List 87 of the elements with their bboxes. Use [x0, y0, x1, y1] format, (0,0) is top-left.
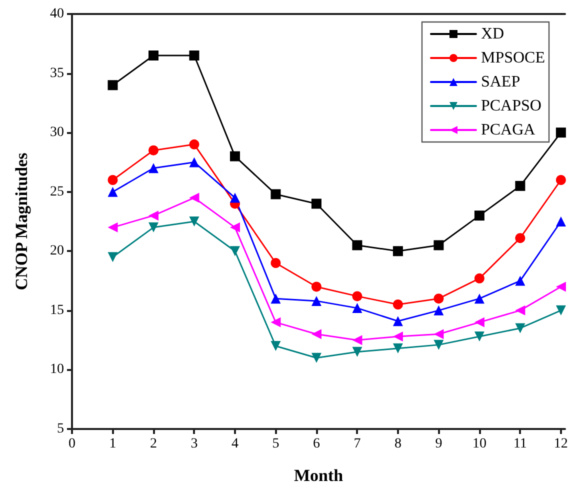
x-tick-label: 1	[109, 436, 116, 452]
point	[148, 210, 158, 221]
point	[556, 175, 566, 185]
point	[474, 294, 484, 304]
x-tick-label: 6	[312, 436, 320, 452]
point	[434, 340, 444, 350]
point	[108, 80, 118, 90]
x-tick-label: 10	[472, 436, 486, 452]
point	[556, 282, 566, 292]
legend-label: XD	[480, 26, 504, 42]
point	[108, 186, 118, 197]
point	[230, 222, 240, 232]
point	[515, 323, 526, 334]
point	[392, 316, 403, 326]
y-tick-label: 15	[50, 302, 64, 318]
x-tick-label: 9	[435, 436, 442, 452]
point	[352, 346, 362, 357]
y-tick-label: 35	[50, 66, 64, 81]
point	[189, 192, 200, 203]
point	[189, 157, 200, 168]
point	[434, 240, 444, 250]
point	[270, 341, 281, 351]
x-tick-label: 4	[231, 436, 238, 452]
point	[270, 189, 281, 200]
point	[270, 317, 281, 328]
point	[270, 294, 281, 304]
point	[392, 246, 403, 256]
point	[352, 335, 362, 346]
y-tick-label: 20	[50, 244, 64, 259]
point	[189, 50, 200, 60]
point	[230, 192, 240, 203]
y-tick-label: 40	[50, 6, 64, 22]
point	[474, 317, 484, 328]
y-tick-label: 5	[57, 422, 64, 436]
legend-label: SAEP	[480, 74, 520, 90]
point	[474, 332, 484, 342]
legend-label: PCAGA	[480, 122, 536, 138]
point	[148, 50, 158, 60]
point	[515, 233, 526, 244]
y-axis-title: CNOP Magnitudes	[12, 152, 31, 290]
point	[108, 222, 118, 232]
x-tick-label: 8	[394, 436, 402, 452]
point	[270, 258, 281, 268]
point	[434, 294, 444, 304]
point	[311, 352, 322, 363]
point	[474, 210, 484, 221]
point	[189, 216, 200, 226]
point	[352, 240, 362, 250]
point	[352, 303, 362, 314]
point	[392, 332, 403, 342]
point	[515, 276, 526, 286]
point	[230, 151, 240, 162]
point	[392, 300, 403, 310]
point	[311, 296, 322, 306]
point	[556, 128, 566, 138]
y-tick-label: 25	[50, 184, 64, 200]
x-tick-label: 3	[190, 436, 198, 452]
x-tick-label: 0	[68, 436, 76, 452]
x-tick-label: 5	[272, 436, 280, 452]
point	[434, 305, 444, 316]
point	[311, 329, 322, 340]
point	[434, 329, 444, 340]
point	[148, 145, 158, 156]
point	[474, 273, 484, 284]
point	[515, 305, 526, 316]
x-tick-label: 11	[513, 436, 527, 452]
point	[515, 180, 526, 191]
x-axis-title: Month	[294, 466, 344, 485]
x-tick-label: 7	[354, 436, 361, 452]
point	[148, 163, 158, 174]
y-tick-label: 10	[50, 362, 64, 378]
legend-label: PCAPSO	[480, 98, 542, 114]
y-tick-label: 30	[50, 125, 64, 140]
point	[556, 305, 566, 316]
x-tick-label: 12	[554, 436, 568, 452]
point	[148, 222, 158, 232]
point	[311, 198, 322, 209]
point	[108, 175, 118, 185]
point	[556, 216, 566, 226]
point	[352, 291, 362, 302]
point	[392, 343, 403, 354]
point	[108, 252, 118, 262]
point	[311, 282, 322, 292]
point	[230, 246, 240, 256]
point	[189, 139, 200, 150]
legend-label: MPSOCE	[480, 50, 546, 66]
x-tick-label: 2	[150, 436, 157, 452]
